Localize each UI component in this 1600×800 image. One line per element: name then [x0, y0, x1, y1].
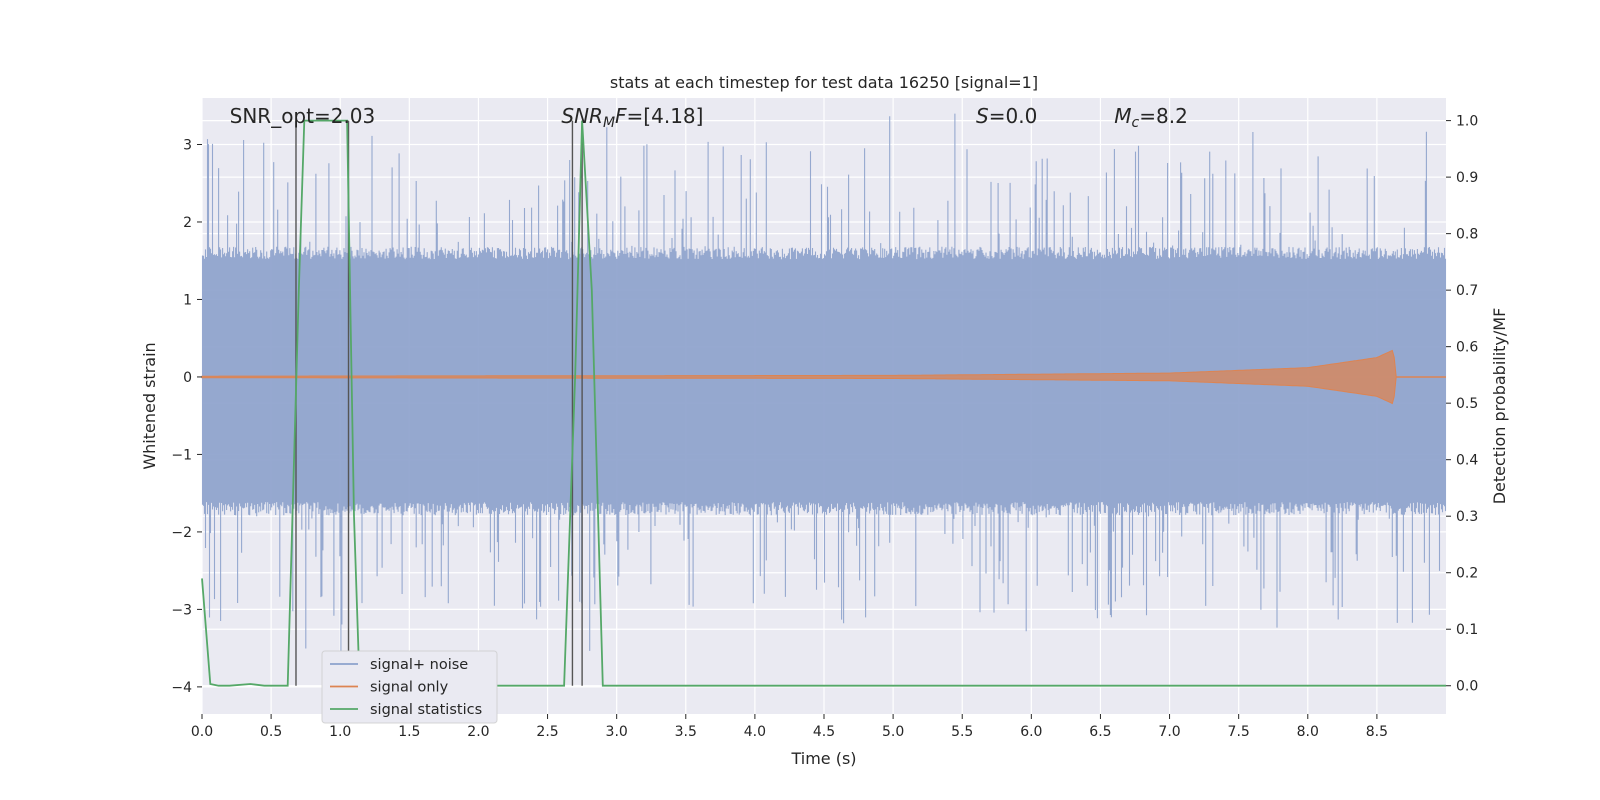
chart-title: stats at each timestep for test data 162…: [610, 73, 1038, 92]
y-axis-label: Whitened strain: [140, 342, 159, 469]
x-tick-label: 7.0: [1158, 724, 1180, 740]
y-tick-label: −4: [171, 680, 192, 696]
annotation-text: S=0.0: [976, 104, 1037, 128]
y-tick-label: 2: [183, 215, 192, 231]
x-tick-label: 3.0: [606, 724, 628, 740]
x-tick-label: 5.0: [882, 724, 904, 740]
y2-tick-label: 0.1: [1456, 622, 1478, 638]
x-tick-label: 5.5: [951, 724, 973, 740]
y-tick-label: 1: [183, 292, 192, 308]
x-tick-label: 6.0: [1020, 724, 1042, 740]
y2-tick-label: 0.8: [1456, 227, 1478, 243]
x-tick-label: 1.5: [398, 724, 420, 740]
y2-tick-label: 0.2: [1456, 566, 1478, 582]
legend-box: [321, 650, 498, 724]
x-tick-label: 2.0: [467, 724, 489, 740]
legend-label: signal+ noise: [370, 657, 468, 673]
signal-only-series: [201, 349, 1446, 405]
y2-tick-label: 0.0: [1456, 679, 1478, 695]
y2-tick-label: 0.6: [1456, 340, 1478, 356]
x-axis-label: Time (s): [790, 749, 856, 768]
signal-only-envelope: [201, 349, 1397, 405]
annotation-text: SNR_opt=2.03: [230, 104, 376, 128]
y-tick-label: 3: [183, 137, 192, 153]
x-tick-label: 1.0: [329, 724, 351, 740]
y2-tick-label: 0.9: [1456, 170, 1478, 186]
ticks: 0.0 0.5 1.0 1.5 2.0 2.5 3.0 3.5 4.0 4.5 5.0 5.5 6.0 6…: [171, 114, 1478, 740]
y2-tick-label: 1.0: [1456, 114, 1478, 130]
y-tick-label: 0: [183, 370, 192, 386]
x-tick-label: 4.0: [744, 724, 766, 740]
legend: signal+ noise signal only signal statistic…: [321, 650, 498, 724]
x-tick-label: 8.0: [1297, 724, 1319, 740]
y-tick-label: −1: [171, 447, 192, 463]
y2-tick-label: 0.5: [1456, 396, 1478, 412]
y-tick-label: −2: [171, 525, 192, 541]
x-tick-label: 3.5: [675, 724, 697, 740]
x-tick-label: 2.5: [536, 724, 558, 740]
y2-tick-label: 0.4: [1456, 453, 1478, 469]
legend-label: signal only: [370, 680, 449, 696]
x-tick-label: 0.0: [191, 724, 213, 740]
legend-label: signal statistics: [370, 702, 482, 718]
x-tick-label: 0.5: [260, 724, 282, 740]
annotation-text: SNRMF=[4.18]: [561, 104, 703, 131]
x-tick-label: 8.5: [1366, 724, 1388, 740]
y2-tick-label: 0.3: [1456, 509, 1478, 525]
x-tick-label: 4.5: [813, 724, 835, 740]
x-tick-label: 6.5: [1089, 724, 1111, 740]
y-tick-label: −3: [171, 602, 192, 618]
y2-tick-label: 0.7: [1456, 283, 1478, 299]
annotations: SNR_opt=2.03 SNRMF=[4.18] S=0.0 Mc=8.2: [230, 104, 1188, 131]
x-tick-label: 7.5: [1228, 724, 1250, 740]
y2-axis-label: Detection probability/MF: [1490, 308, 1509, 505]
annotation-text: Mc=8.2: [1114, 104, 1188, 131]
